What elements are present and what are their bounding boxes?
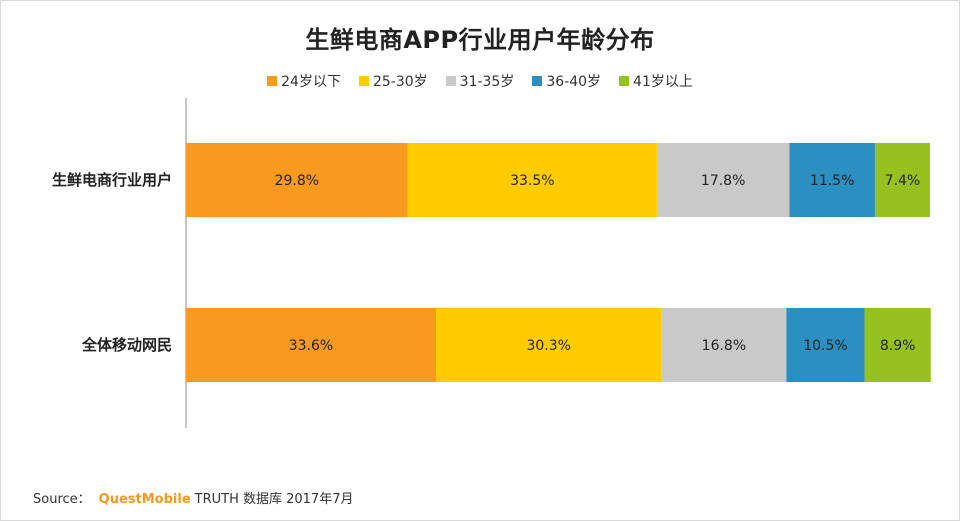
legend-swatch xyxy=(267,76,278,86)
data-label: 17.8% xyxy=(701,173,745,189)
category-label: 全体移动网民 xyxy=(81,336,172,354)
bar-segment xyxy=(407,143,657,217)
bar-segment xyxy=(874,143,930,217)
bar-segment xyxy=(186,143,408,217)
legend-item: 31-35岁 xyxy=(445,71,515,91)
legend-swatch xyxy=(532,76,543,86)
bar-segment xyxy=(186,308,436,382)
data-label: 33.5% xyxy=(510,173,554,189)
legend-swatch xyxy=(619,76,630,86)
bar-segment xyxy=(789,143,875,217)
data-label: 8.9% xyxy=(880,338,916,354)
bar-segment xyxy=(864,308,931,382)
source-label: Source： xyxy=(33,492,91,507)
data-label: 33.6% xyxy=(289,338,333,354)
legend-label: 41岁以上 xyxy=(633,74,693,90)
legend-label: 31-35岁 xyxy=(459,74,515,90)
bar-segment xyxy=(435,308,662,382)
legend-label: 25-30岁 xyxy=(372,74,428,90)
bar-segment xyxy=(661,308,787,382)
source-note: Source： QuestMobile TRUTH 数据库 2017年7月 xyxy=(33,488,353,507)
legend-swatch xyxy=(358,76,369,86)
bar-segment xyxy=(786,308,865,382)
legend-label: 24岁以下 xyxy=(281,74,341,90)
data-label: 29.8% xyxy=(275,173,319,189)
legend-item: 24岁以下 xyxy=(267,71,341,91)
source-detail: TRUTH 数据库 2017年7月 xyxy=(194,492,354,507)
data-label: 7.4% xyxy=(885,173,921,189)
data-label: 16.8% xyxy=(702,338,746,354)
data-label: 11.5% xyxy=(810,173,854,189)
data-label: 30.3% xyxy=(526,338,570,354)
brand-name: QuestMobile xyxy=(98,492,191,507)
legend-item: 41岁以上 xyxy=(619,71,693,91)
bar-segment xyxy=(656,143,790,217)
legend-label: 36-40岁 xyxy=(546,74,602,90)
legend-swatch xyxy=(445,76,456,86)
data-label: 10.5% xyxy=(803,338,847,354)
chart-title: 生鲜电商APP行业用户年龄分布 xyxy=(305,26,655,54)
legend: 24岁以下 25-30岁 31-35岁 36-40岁 41岁以上 xyxy=(0,71,960,91)
legend-item: 25-30岁 xyxy=(358,71,428,91)
legend-item: 36-40岁 xyxy=(532,71,601,91)
category-label: 生鲜电商行业用户 xyxy=(52,171,172,189)
